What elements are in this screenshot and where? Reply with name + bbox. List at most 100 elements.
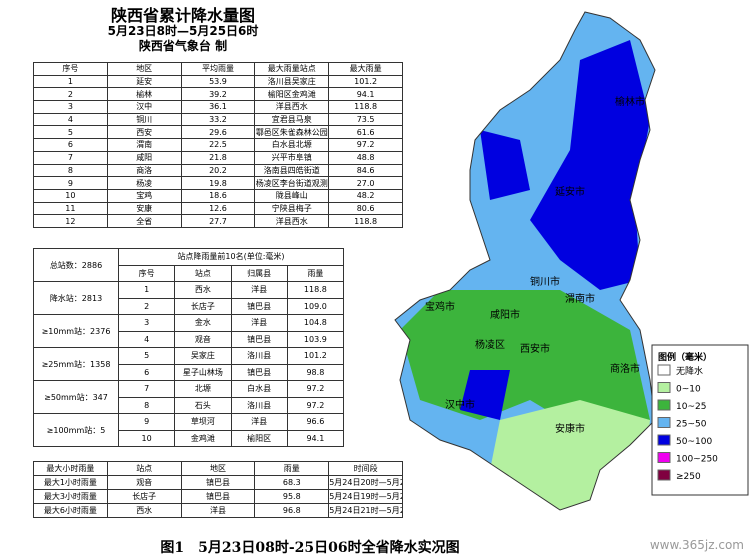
stat-cell: ≥25mm站：1358	[33, 347, 119, 381]
row: 降水站：2813 1 西水 洋县 118.8	[33, 281, 345, 315]
legend-swatch	[657, 399, 671, 411]
legend-swatch	[657, 382, 671, 393]
cell: 7	[117, 380, 176, 398]
cell: 97.2	[286, 396, 345, 414]
city-label: 安康市	[555, 422, 585, 435]
legend-label: 无降水	[676, 365, 703, 377]
cell: 洛川县	[230, 347, 288, 365]
cell: 2	[117, 297, 176, 315]
row: 2 榆林 39.2 榆阳区金鸡滩 94.1	[33, 87, 403, 102]
header-cell: 地区	[180, 461, 256, 476]
cell: 榆阳区金鸡滩	[254, 87, 330, 102]
cell: 96.6	[286, 413, 345, 431]
cell: 长店子	[174, 297, 232, 315]
cell: 94.1	[286, 429, 345, 447]
cell: 镇巴县	[230, 363, 288, 381]
period: 5月23日8时—5月25日6时	[107, 24, 259, 38]
legend-label: 25~50	[676, 420, 707, 430]
cell: 3	[33, 100, 108, 114]
header-cell: 雨量	[286, 264, 345, 282]
cell: 镇巴县	[180, 475, 256, 490]
cell: 10	[117, 429, 176, 447]
row: 7 咸阳 21.8 兴平市阜镇 48.8	[33, 150, 403, 165]
cell: 2	[33, 87, 108, 102]
legend-swatch	[657, 417, 671, 428]
cell: 洛川县	[230, 396, 288, 414]
cell: 杨凌	[106, 176, 182, 190]
row: 4 铜川 33.2 宜君县马泉 73.5	[33, 112, 403, 127]
cell: 109.0	[286, 297, 345, 315]
title-row: 总站数：2886 站点降雨量前10名(单位:毫米)	[33, 248, 344, 282]
cell: 洋县	[230, 281, 288, 299]
row: 5 西安 29.6 鄠邑区朱雀森林公园 61.6	[33, 125, 403, 140]
row: 8 石头 洛川县 97.2	[34, 396, 345, 414]
legend-swatch	[657, 364, 671, 376]
legend-label: 10~25	[676, 402, 706, 412]
legend-label: 100~250	[676, 455, 718, 465]
city-label: 宝鸡市	[425, 300, 455, 313]
title: 陕西省累计降水量图	[110, 6, 255, 25]
cell: 洋县	[230, 413, 288, 431]
legend-label: 0~10	[676, 385, 701, 395]
cell: 68.3	[254, 475, 330, 490]
stat-cell: ≥100mm站：5	[33, 413, 119, 447]
header-cell: 序号	[33, 62, 108, 76]
cell: 观音	[106, 475, 182, 490]
cell: 金鸡滩	[174, 429, 232, 447]
cell: 洋县西水	[254, 100, 330, 114]
cell: 洋县	[230, 314, 288, 332]
legend-swatch	[657, 452, 671, 463]
row: ≥25mm站：1358 5 吴家庄 洛川县 101.2	[33, 347, 345, 381]
cell: 3	[117, 314, 176, 332]
cell: 5	[33, 125, 108, 140]
cell: 榆阳区	[230, 429, 288, 447]
legend-swatch	[657, 434, 671, 446]
legend-label: 50~100	[676, 437, 712, 447]
cell: 8	[33, 163, 108, 178]
cell: 洛川县吴家庄	[254, 74, 330, 89]
stat-cell: 总站数：2886	[33, 248, 119, 282]
cell: 53.9	[180, 74, 256, 89]
cell: 118.8	[286, 281, 345, 299]
cell: 榆林	[106, 87, 182, 102]
cell: 18.6	[180, 188, 256, 203]
cell: 1	[117, 281, 176, 299]
row: 1 延安 53.9 洛川县吴家庄 101.2	[33, 74, 403, 89]
cell: 6	[117, 363, 176, 381]
cell: 27.7	[180, 214, 256, 228]
cell: 22.5	[180, 138, 256, 152]
header-cell: 序号	[117, 264, 176, 282]
cell: 4	[117, 330, 176, 348]
stat-cell: ≥50mm站：347	[33, 380, 119, 414]
cell: 渭南	[106, 138, 182, 152]
header-row: 序号 站点 归属县 雨量	[34, 264, 345, 282]
row: 12 全省 27.7 洋县西水 118.8	[33, 214, 403, 228]
cell: 鄠邑区朱雀森林公园	[254, 125, 330, 140]
row: ≥100mm站：5 9 草坝河 洋县 96.6	[33, 413, 345, 447]
cell: 陇县峰山	[254, 188, 330, 203]
cell: 星子山林场	[174, 363, 232, 381]
row: 10 金鸡滩 榆阳区 94.1	[34, 429, 345, 447]
cell: 宁陕县梅子	[254, 201, 330, 216]
cell: 118.8	[328, 214, 403, 228]
cell: 7	[33, 150, 108, 165]
stat-cell: ≥10mm站：2376	[33, 314, 119, 348]
cell: 12	[33, 214, 108, 228]
row: 6 渭南 22.5 白水县北塬 97.2	[33, 138, 403, 152]
cell: 镇巴县	[230, 297, 288, 315]
header-row: 序号 地区 平均雨量 最大雨量站点 最大雨量	[33, 62, 403, 76]
hourly-table: 最大小时雨量 站点 地区 雨量 时间段 最大1小时雨量 观音 镇巴县 68.3 5月24日20时—…	[33, 461, 403, 518]
header-cell: 站点	[174, 264, 232, 282]
cell: 9	[117, 413, 176, 431]
cell: 草坝河	[174, 413, 232, 431]
cell: 4	[33, 112, 108, 127]
top10-table: 总站数：2886 站点降雨量前10名(单位:毫米) 序号 站点 归属县 雨量 降水站：281…	[33, 248, 345, 447]
cell: 19.8	[180, 176, 256, 190]
cell: 12.6	[180, 201, 256, 216]
cell: 5月24日21时—5月25日3时	[328, 503, 403, 518]
header-cell: 最大小时雨量	[33, 461, 108, 476]
